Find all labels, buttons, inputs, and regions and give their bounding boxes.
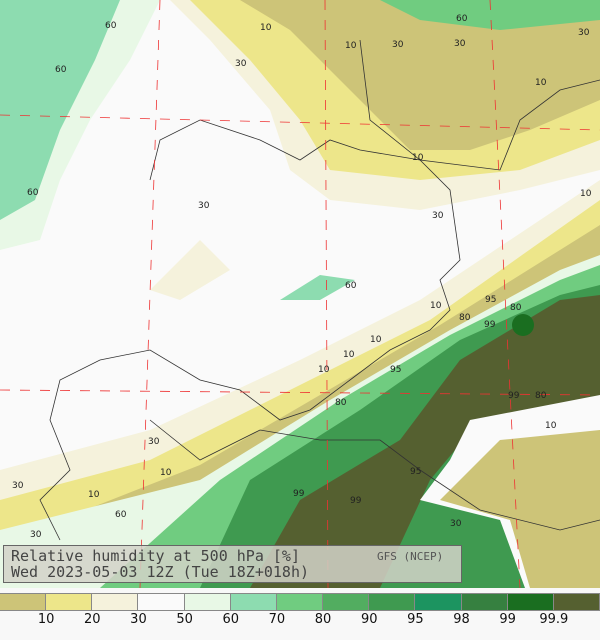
contour-label: 30 [235, 59, 247, 69]
colorbar-swatch [369, 594, 416, 610]
contour-label: 80 [510, 303, 522, 313]
colorbar-swatch [507, 594, 554, 610]
contour-label: 30 [30, 530, 42, 540]
contour-label: 10 [370, 335, 382, 345]
colorbar-swatch [276, 594, 324, 610]
country-border-north [359, 39, 600, 171]
contour-label: 99 [508, 391, 520, 401]
contour-label: 30 [578, 28, 590, 38]
colorbar-label: 90 [360, 612, 378, 627]
lat-lon-grid [0, 0, 600, 588]
title-box: Relative humidity at 500 hPa [%] Wed 202… [3, 545, 462, 583]
colorbar [0, 593, 600, 611]
contour-label: 95 [390, 365, 401, 375]
colorbar-swatch [92, 594, 139, 610]
region-99-9-band [250, 295, 600, 588]
colorbar-swatch [184, 594, 231, 610]
contour-label: 30 [432, 211, 444, 221]
humidity-map: 60 10 30 60 10 30 30 10 10 60 30 60 30 10 30 60 10 10 10 10… [0, 0, 600, 588]
contour-label: 10 [345, 41, 357, 51]
contour-label: 10 [160, 468, 172, 478]
map-valid-time: Wed 2023-05-03 12Z (Tue 18Z+018h) [11, 563, 310, 581]
contour-label: 10 [343, 350, 355, 360]
contour-label: 95 [410, 467, 421, 477]
colorbar-label: 60 [222, 612, 240, 627]
data-source: GFS (NCEP) [377, 550, 444, 563]
contour-label: 10 [430, 301, 442, 311]
region-10 [240, 0, 600, 150]
contour-label: 95 [485, 295, 496, 305]
colorbar-swatch [461, 594, 508, 610]
colorbar-label: 20 [84, 612, 101, 627]
contour-label: 99 [350, 496, 362, 506]
contour-label: 60 [456, 14, 468, 24]
contour-label: 60 [115, 510, 127, 520]
country-border-south [149, 419, 600, 531]
colorbar-swatch [415, 594, 462, 610]
contour-label: 60 [105, 21, 117, 31]
contour-label: 10 [260, 23, 272, 33]
contour-label: 10 [545, 421, 557, 431]
contour-label: 30 [450, 519, 462, 529]
contour-label: 10 [412, 153, 424, 163]
region-10-lower [440, 430, 600, 588]
colorbar-label: 30 [130, 612, 147, 627]
contour-label: 30 [12, 481, 24, 491]
contour-label: 10 [535, 78, 547, 88]
contour-label: 30 [198, 201, 210, 211]
colorbar-label: 50 [176, 612, 193, 627]
contour-label: 60 [345, 281, 357, 291]
country-border [39, 119, 461, 541]
region-99-patch [512, 314, 534, 336]
colorbar-label: 99 [499, 612, 516, 627]
contour-label: 10 [88, 490, 100, 500]
contour-label: 80 [535, 391, 547, 401]
contour-label: 60 [27, 188, 39, 198]
colorbar-label: 95 [407, 612, 424, 627]
colorbar-swatch [138, 594, 185, 610]
contour-label: 99 [293, 489, 305, 499]
colorbar-label: 70 [268, 612, 286, 627]
contour-label: 30 [148, 437, 160, 447]
colorbar-swatch [0, 594, 47, 610]
contour-label: 30 [454, 39, 466, 49]
map-title: Relative humidity at 500 hPa [%] [11, 547, 300, 565]
colorbar-swatch [323, 594, 370, 610]
contour-label: 10 [318, 365, 330, 375]
contour-label: 80 [459, 313, 471, 323]
colorbar-swatch [46, 594, 93, 610]
contour-label: 10 [580, 189, 592, 199]
contour-label: 60 [55, 65, 67, 75]
region-30-patch [150, 240, 230, 300]
region-70 [0, 0, 120, 220]
colorbar-label: 80 [314, 612, 332, 627]
contour-labels: 60 10 30 60 10 30 30 10 10 60 30 60 30 10 30 60 10 10 10 10… [12, 14, 592, 540]
region-80 [380, 0, 600, 30]
colorbar-swatch [230, 594, 277, 610]
colorbar-label: 10 [37, 612, 55, 627]
colorbar-swatch [553, 594, 600, 610]
colorbar-label: 98 [453, 612, 470, 627]
contour-label: 30 [392, 40, 404, 50]
contour-label: 80 [335, 398, 347, 408]
region-70-patch [280, 275, 355, 300]
colorbar-label: 99.9 [539, 612, 569, 627]
contour-label: 99 [484, 320, 496, 330]
